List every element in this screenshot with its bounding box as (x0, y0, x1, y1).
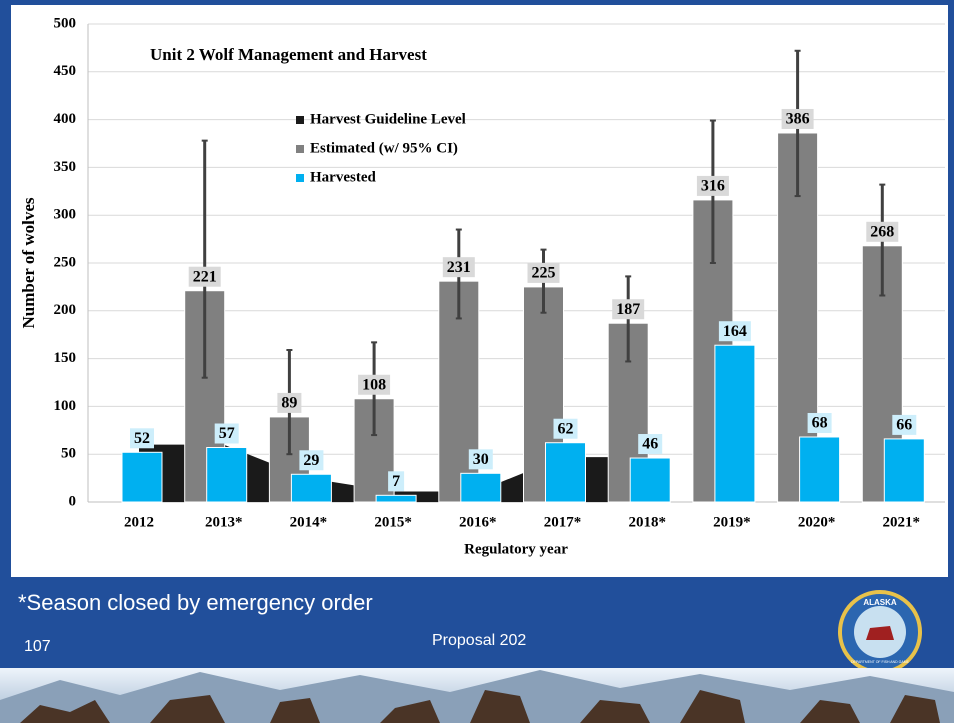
data-label-group: 164 (719, 321, 751, 341)
chart-title: Unit 2 Wolf Management and Harvest (150, 45, 427, 64)
bar (461, 473, 501, 502)
logo-bottom-text: DEPARTMENT OF FISH AND GAME (851, 660, 910, 664)
proposal-label: Proposal 202 (432, 632, 526, 649)
data-label: 52 (134, 430, 150, 447)
y-tick-label: 100 (54, 398, 77, 414)
x-tick-label: 2013* (205, 514, 243, 530)
logo-animal (866, 626, 894, 640)
data-label: 89 (281, 395, 297, 412)
data-label: 108 (362, 376, 386, 393)
data-label-group: 221 (189, 267, 221, 287)
data-label: 316 (701, 178, 725, 195)
data-label-group: 66 (892, 415, 916, 435)
bar (630, 458, 670, 502)
y-tick-label: 0 (69, 493, 77, 509)
data-label: 62 (558, 420, 574, 437)
data-label-group: 62 (554, 419, 578, 439)
footnote: *Season closed by emergency order (18, 590, 373, 615)
y-tick-label: 200 (54, 302, 77, 318)
page-number: 107 (24, 638, 51, 655)
x-tick-label: 2020* (798, 514, 836, 530)
data-label-group: 108 (358, 375, 390, 395)
data-label-group: 30 (469, 449, 493, 469)
bar (884, 439, 924, 502)
y-tick-label: 150 (54, 350, 77, 366)
data-label-group: 89 (277, 393, 301, 413)
data-label-group: 52 (130, 428, 154, 448)
data-label: 7 (392, 473, 400, 490)
data-label-group: 187 (612, 299, 644, 319)
data-label-group: 316 (697, 176, 729, 196)
data-label: 231 (447, 259, 471, 276)
data-label-group: 68 (808, 413, 832, 433)
bar (207, 448, 247, 502)
x-tick-label: 2016* (459, 514, 497, 530)
x-tick-label: 2014* (290, 514, 328, 530)
x-tick-label: 2019* (713, 514, 751, 530)
legend-label: Estimated (w/ 95% CI) (310, 140, 458, 156)
legend-swatch (296, 116, 304, 124)
x-tick-label: 2015* (374, 514, 412, 530)
y-axis-title: Number of wolves (19, 197, 38, 328)
bar (800, 437, 840, 502)
data-label: 29 (303, 452, 319, 469)
slide: Unit 2 Wolf Management and Harvest Regul… (0, 0, 954, 723)
bar (376, 495, 416, 502)
data-label-group: 268 (866, 222, 898, 242)
legend-swatch (296, 174, 304, 182)
data-label-group: 231 (443, 257, 475, 277)
y-tick-label: 300 (54, 207, 77, 223)
page: {"chart_data": {"type": "bar", "title": … (0, 0, 954, 723)
data-label: 187 (616, 301, 640, 318)
x-tick-label: 2021* (883, 514, 921, 530)
x-tick-label: 2018* (628, 514, 666, 530)
data-label: 225 (532, 265, 556, 282)
x-axis-title: Regulatory year (464, 541, 568, 557)
bar (546, 443, 586, 502)
data-label: 30 (473, 451, 489, 468)
y-tick-label: 250 (54, 254, 77, 270)
x-tick-label: 2017* (544, 514, 582, 530)
data-label: 68 (812, 415, 828, 432)
legend-swatch (296, 145, 304, 153)
data-label-group: 386 (782, 109, 814, 129)
data-label: 268 (870, 223, 894, 240)
data-label-group: 57 (215, 424, 239, 444)
y-tick-label: 450 (54, 63, 77, 79)
data-label-group: 29 (299, 450, 323, 470)
bar (291, 474, 331, 502)
data-label-group: 7 (388, 471, 404, 491)
data-label: 164 (723, 323, 747, 340)
y-tick-label: 50 (61, 446, 76, 462)
data-label: 46 (642, 436, 658, 453)
data-label: 386 (786, 111, 810, 128)
legend-label: Harvested (310, 169, 376, 185)
data-label: 66 (896, 417, 912, 434)
data-label: 221 (193, 268, 217, 285)
legend-label: Harvest Guideline Level (310, 111, 466, 127)
y-tick-label: 350 (54, 159, 77, 175)
y-tick-label: 500 (54, 15, 77, 31)
data-label-group: 225 (528, 263, 560, 283)
bar (715, 345, 755, 502)
bar (122, 452, 162, 502)
y-tick-label: 400 (54, 111, 77, 127)
data-label: 57 (219, 425, 235, 442)
logo-top-text: ALASKA (863, 598, 897, 607)
data-label-group: 46 (638, 434, 662, 454)
x-tick-label: 2012 (124, 514, 154, 530)
